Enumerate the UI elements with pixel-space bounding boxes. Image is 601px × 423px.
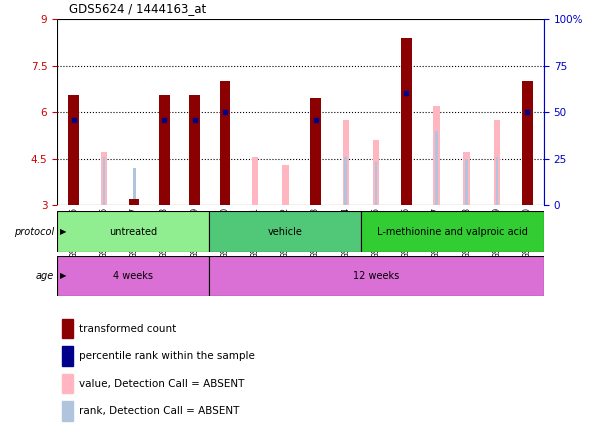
Bar xyxy=(62,374,73,393)
Bar xyxy=(343,120,349,205)
Bar xyxy=(131,199,138,205)
Bar xyxy=(193,118,197,122)
Text: percentile rank within the sample: percentile rank within the sample xyxy=(79,351,255,361)
Bar xyxy=(463,152,470,205)
Bar xyxy=(401,38,412,205)
Bar xyxy=(435,131,438,205)
Bar xyxy=(282,165,288,205)
Text: transformed count: transformed count xyxy=(79,324,176,334)
Bar xyxy=(103,157,105,205)
Bar xyxy=(57,212,209,252)
Text: vehicle: vehicle xyxy=(268,227,303,236)
Bar xyxy=(159,95,169,205)
Bar xyxy=(100,152,108,205)
Text: L-methionine and valproic acid: L-methionine and valproic acid xyxy=(377,227,528,236)
Bar xyxy=(310,98,321,205)
Bar xyxy=(314,118,317,122)
Bar xyxy=(129,199,139,205)
Bar xyxy=(493,120,501,205)
Bar xyxy=(133,168,136,205)
Bar xyxy=(496,157,498,205)
Bar xyxy=(525,110,529,114)
Bar xyxy=(57,256,209,296)
Bar xyxy=(433,106,440,205)
Bar xyxy=(72,118,76,122)
Text: 4 weeks: 4 weeks xyxy=(113,271,153,281)
Bar xyxy=(404,91,408,96)
Bar xyxy=(209,256,544,296)
Bar xyxy=(344,157,347,205)
Text: rank, Detection Call = ABSENT: rank, Detection Call = ABSENT xyxy=(79,406,239,416)
Bar xyxy=(361,212,544,252)
Bar xyxy=(219,81,230,205)
Text: value, Detection Call = ABSENT: value, Detection Call = ABSENT xyxy=(79,379,245,389)
Bar xyxy=(465,159,468,205)
Text: 12 weeks: 12 weeks xyxy=(353,271,400,281)
Bar xyxy=(209,212,361,252)
Bar xyxy=(522,81,532,205)
Bar xyxy=(62,319,73,338)
Bar xyxy=(222,157,228,205)
Bar xyxy=(62,346,73,366)
Bar xyxy=(375,162,377,205)
Bar xyxy=(373,140,379,205)
Text: untreated: untreated xyxy=(109,227,157,236)
Bar xyxy=(223,110,227,114)
Text: ▶: ▶ xyxy=(60,227,67,236)
Bar xyxy=(162,118,166,122)
Text: GDS5624 / 1444163_at: GDS5624 / 1444163_at xyxy=(69,2,206,15)
Bar xyxy=(252,157,258,205)
Text: protocol: protocol xyxy=(14,227,54,236)
Bar xyxy=(161,95,168,205)
Bar xyxy=(62,401,73,421)
Text: ▶: ▶ xyxy=(60,272,67,280)
Bar xyxy=(189,95,200,205)
Bar xyxy=(69,95,79,205)
Text: age: age xyxy=(36,271,54,281)
